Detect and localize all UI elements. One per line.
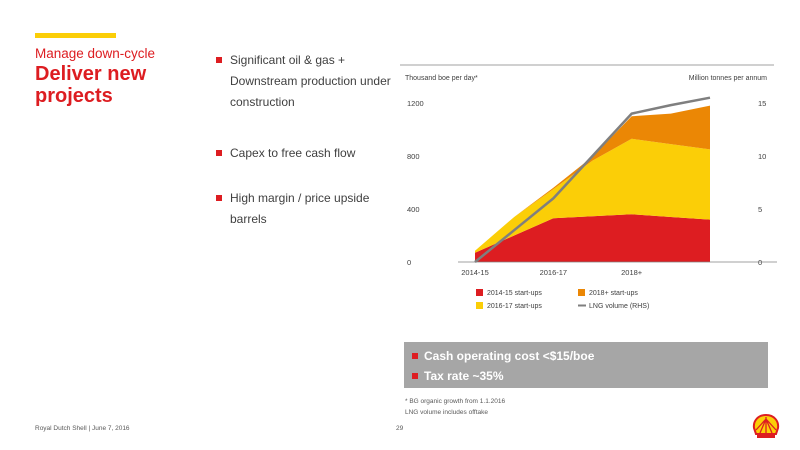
legend-label: 2016-17 start-ups: [487, 303, 542, 310]
bullet-item: Capex to free cash flow: [216, 143, 391, 164]
area-series: [475, 105, 710, 251]
footnote: * BG organic growth from 1.1.2016: [405, 398, 506, 405]
lng-volume-line: [474, 96, 711, 263]
y-tick-label: 400: [407, 205, 420, 214]
y2-tick-label: 0: [758, 258, 762, 267]
y-axis-title: Thousand boe per day*: [405, 75, 478, 82]
bullet-item: High margin / price upside barrels: [216, 188, 391, 230]
slide-headline: Deliver new projects: [35, 63, 147, 107]
x-tick-label: 2014-15: [461, 268, 489, 277]
y2-tick-label: 5: [758, 205, 762, 214]
footnote: LNG volume includes offtake: [405, 409, 488, 416]
legend-label: 2018+ start-ups: [589, 290, 638, 297]
legend-label: LNG volume (RHS): [589, 303, 649, 310]
y2-tick-label: 15: [758, 99, 766, 108]
area-series: [475, 138, 710, 253]
y2-axis-title: Million tonnes per annum: [689, 75, 767, 82]
legend-swatch: [476, 289, 483, 296]
area-series: [475, 214, 710, 262]
slide-kicker: Manage down-cycle: [35, 46, 156, 61]
y-tick-label: 0: [407, 258, 411, 267]
y2-tick-label: 10: [758, 152, 766, 161]
production-chart: Thousand boe per day* Million tonnes per …: [400, 64, 777, 310]
legend-swatch: [476, 302, 483, 309]
bullet-item: Significant oil & gas + Downstream produ…: [216, 50, 391, 113]
shell-pecten-logo-icon: [752, 414, 780, 438]
y-tick-label: 800: [407, 152, 420, 161]
callout-item-cash-cost: Cash operating cost <$15/boe: [412, 349, 594, 363]
x-tick-label: 2016-17: [540, 268, 568, 277]
y-tick-label: 1200: [407, 99, 424, 108]
x-tick-label: 2018+: [621, 268, 643, 277]
bullet-list: Significant oil & gas + Downstream produ…: [216, 50, 391, 230]
callout-box: Cash operating cost <$15/boe Tax rate ~3…: [404, 342, 768, 388]
page-number: 29: [396, 425, 404, 432]
legend-label: 2014-15 start-ups: [487, 290, 542, 297]
legend-swatch: [578, 289, 585, 296]
callout-item-tax-rate: Tax rate ~35%: [412, 369, 504, 383]
accent-bar: [35, 33, 116, 38]
footer-text: Royal Dutch Shell | June 7, 2016: [35, 425, 130, 432]
